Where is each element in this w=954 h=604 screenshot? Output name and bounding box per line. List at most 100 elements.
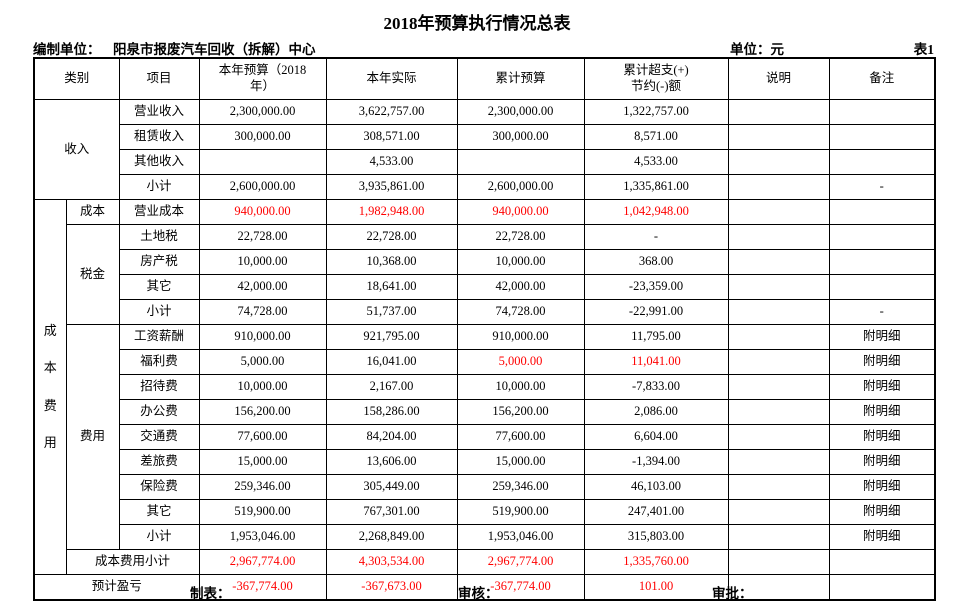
variance-cell: 1,322,757.00 (583, 99, 729, 125)
item-cell: 招待费 (118, 374, 200, 400)
col-header-variance: 累计超支(+) 节约(-)额 (583, 57, 729, 100)
note-cell (727, 324, 830, 350)
table-row-total: 预计盈亏 -367,774.00 -367,673.00 -367,774.00… (33, 574, 936, 601)
group-tax: 税金 (65, 224, 120, 325)
variance-cell: 8,571.00 (583, 124, 729, 150)
variance-cell: 1,042,948.00 (583, 199, 729, 225)
actual-cell: 305,449.00 (325, 474, 458, 500)
item-cell: 工资薪酬 (118, 324, 200, 350)
group-expense: 费用 (65, 324, 120, 550)
budget-table: 类别 项目 本年预算（2018 年） 本年实际 累计预算 累计超支(+) 节约(-)… (33, 57, 937, 601)
item-cell: 营业成本 (118, 199, 200, 225)
budget-cell: 10,000.00 (198, 374, 327, 400)
variance-cell: -7,833.00 (583, 374, 729, 400)
cumulative-budget-cell: 5,000.00 (456, 349, 585, 375)
table-row-subtotal: 成本费用小计 2,967,774.00 4,303,534.00 2,967,7… (34, 549, 936, 575)
variance-line2: 节约(-)额 (631, 79, 682, 93)
variance-cell: 46,103.00 (583, 474, 729, 500)
note-cell (727, 549, 830, 575)
note-cell (727, 199, 830, 225)
table-row: 费用 工资薪酬 910,000.00 921,795.00 910,000.00… (34, 324, 936, 550)
table-row: 税金 土地税 22,728.00 22,728.00 22,728.00 - (34, 224, 936, 325)
variance-cell: 4,533.00 (583, 149, 729, 175)
col-header-annual-budget: 本年预算（2018 年） (198, 57, 327, 100)
cumulative-budget-cell: 2,967,774.00 (456, 549, 585, 575)
budget-cell: 259,346.00 (198, 474, 327, 500)
remark-cell (828, 549, 936, 575)
note-cell (727, 474, 830, 500)
col-header-note: 说明 (727, 57, 830, 100)
item-cell: 差旅费 (118, 449, 200, 475)
budget-cell: -367,774.00 (198, 574, 327, 601)
vertical-char: 本 (43, 360, 57, 376)
item-cell: 小计 (118, 524, 200, 550)
note-cell (727, 174, 830, 200)
remark-cell: 附明细 (828, 399, 936, 425)
remark-cell: 附明细 (828, 524, 936, 550)
item-cell: 福利费 (118, 349, 200, 375)
item-cell: 其它 (118, 274, 200, 300)
prepared-by-label: 编制单位： (33, 42, 101, 57)
budget-cell: 77,600.00 (198, 424, 327, 450)
actual-cell: 13,606.00 (325, 449, 458, 475)
item-cell: 交通费 (118, 424, 200, 450)
note-cell (727, 424, 830, 450)
budget-cell: 2,967,774.00 (198, 549, 327, 575)
table-row: 小计 1,953,046.00 2,268,849.00 1,953,046.0… (34, 524, 936, 550)
cumulative-budget-cell: 15,000.00 (456, 449, 585, 475)
actual-cell: 158,286.00 (325, 399, 458, 425)
table-row: 其他收入 4,533.00 4,533.00 (34, 149, 936, 175)
variance-cell: 247,401.00 (583, 499, 729, 525)
group-cost: 成本 (65, 199, 120, 225)
vertical-char: 费 (43, 397, 57, 413)
item-cell: 其它 (118, 499, 200, 525)
budget-cell: 1,953,046.00 (198, 524, 327, 550)
group-income: 收入 (33, 99, 120, 200)
footer-reviewer-label: 审核： (458, 586, 499, 601)
note-cell (727, 149, 830, 175)
note-cell (727, 249, 830, 275)
cumulative-budget-cell: 1,953,046.00 (456, 524, 585, 550)
prepared-by-value: 阳泉市报废汽车回收（拆解）中心 (113, 42, 316, 57)
variance-cell: 11,795.00 (583, 324, 729, 350)
cumulative-budget-cell: -367,774.00 (456, 574, 585, 601)
col-header-category: 类别 (33, 57, 120, 100)
budget-cell: 910,000.00 (198, 324, 327, 350)
note-cell (727, 349, 830, 375)
budget-cell: 2,600,000.00 (198, 174, 327, 200)
remark-cell (828, 99, 936, 125)
table-row: 交通费 77,600.00 84,204.00 77,600.00 6,604.… (34, 424, 936, 450)
variance-cell: -1,394.00 (583, 449, 729, 475)
group-cost-expense: 成 本 费 用 (33, 199, 67, 575)
actual-cell: 308,571.00 (325, 124, 458, 150)
cumulative-budget-cell: 519,900.00 (456, 499, 585, 525)
table-row: 其它 42,000.00 18,641.00 42,000.00 -23,359… (34, 274, 936, 300)
note-cell (727, 449, 830, 475)
note-cell (727, 499, 830, 525)
remark-cell (828, 124, 936, 150)
variance-cell: 315,803.00 (583, 524, 729, 550)
note-cell (727, 99, 830, 125)
note-cell (727, 274, 830, 300)
note-cell (727, 124, 830, 150)
remark-cell: 附明细 (828, 424, 936, 450)
actual-cell: 3,935,861.00 (325, 174, 458, 200)
remark-cell: 附明细 (828, 474, 936, 500)
actual-cell: 3,622,757.00 (325, 99, 458, 125)
group-cost-expense-vertical-label: 成 本 费 用 (41, 201, 60, 574)
actual-cell: 921,795.00 (325, 324, 458, 350)
actual-cell: 2,268,849.00 (325, 524, 458, 550)
cumulative-budget-cell: 74,728.00 (456, 299, 585, 325)
col-header-cumulative-budget: 累计预算 (456, 57, 585, 100)
budget-cell: 15,000.00 (198, 449, 327, 475)
budget-cell: 10,000.00 (198, 249, 327, 275)
col-header-annual-actual: 本年实际 (325, 57, 458, 100)
actual-cell: 84,204.00 (325, 424, 458, 450)
table-row: 成 本 费 用 成本 营业成本 940,000.00 1,982,948.00 … (33, 199, 936, 575)
remark-cell (828, 274, 936, 300)
cumulative-budget-cell: 42,000.00 (456, 274, 585, 300)
col-header-remark: 备注 (828, 57, 936, 100)
table-row: 其它 519,900.00 767,301.00 519,900.00 247,… (34, 499, 936, 525)
item-cell: 其他收入 (118, 149, 200, 175)
